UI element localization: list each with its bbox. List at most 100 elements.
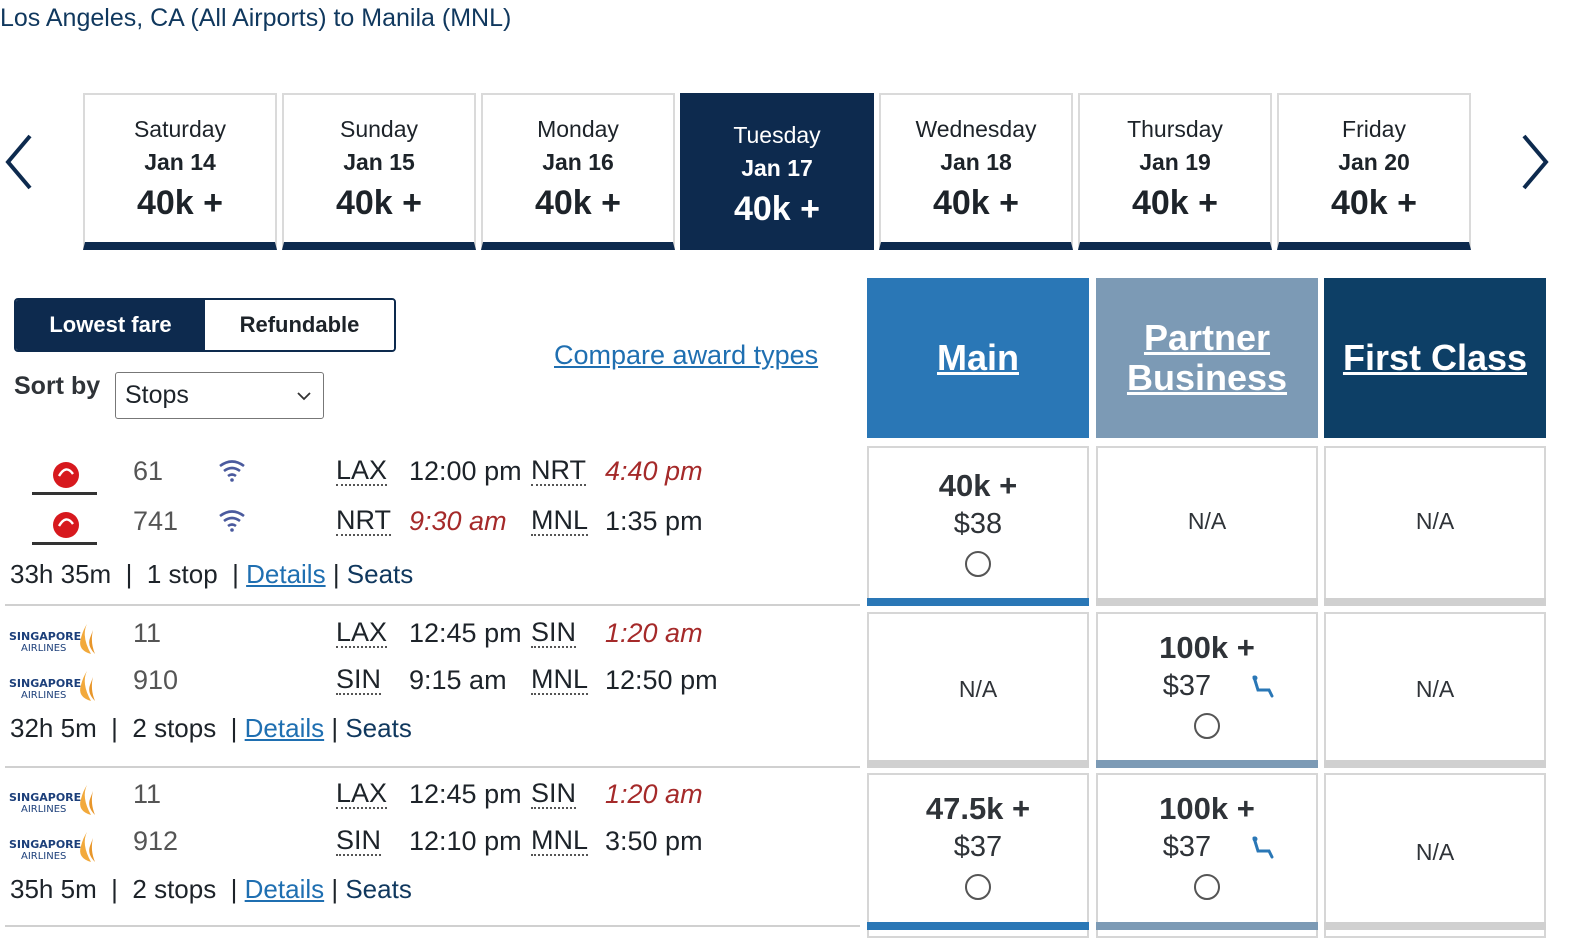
singapore-airlines-logo-icon: SINGAPORE AIRLINES: [9, 785, 95, 815]
departure-airport[interactable]: SIN: [336, 825, 382, 856]
arrival-time: 4:40 pm: [605, 456, 703, 486]
flight-segment: 741 NRT 9:30 am MNL 1:35 pm: [5, 506, 860, 546]
flight-number: 61: [133, 456, 164, 486]
departure-time: 9:15 am: [409, 665, 507, 695]
arrival-airport[interactable]: NRT: [531, 455, 587, 486]
compare-award-types-link[interactable]: Compare award types: [554, 340, 819, 370]
date-tab-date: Jan 18: [940, 149, 1012, 175]
date-tab-jan-14[interactable]: Saturday Jan 14 40k +: [83, 93, 277, 250]
singapore-airlines-logo-icon: SINGAPORE AIRLINES: [9, 832, 95, 862]
date-tab-date: Jan 19: [1139, 149, 1211, 175]
cabin-header-main[interactable]: Main: [867, 278, 1089, 438]
departure-time: 12:45 pm: [409, 618, 522, 648]
row-divider: [5, 925, 860, 927]
arrival-airport[interactable]: MNL: [531, 505, 589, 536]
date-tab-jan-15[interactable]: Sunday Jan 15 40k +: [282, 93, 476, 250]
sort-by-select[interactable]: Stops: [115, 372, 324, 419]
arrival-time: 1:20 am: [605, 779, 703, 809]
lie-flat-seat-icon: [1252, 836, 1274, 859]
fare-tax: $37: [953, 831, 1003, 863]
departure-time: 9:30 am: [409, 506, 507, 536]
details-link[interactable]: Details: [244, 713, 325, 743]
details-link[interactable]: Details: [244, 874, 325, 904]
date-tab-jan-17-selected[interactable]: Tuesday Jan 17 40k +: [680, 93, 874, 250]
svg-text:AIRLINES: AIRLINES: [21, 804, 66, 815]
date-tab-date: Jan 16: [542, 149, 614, 175]
date-tab-price: 40k +: [1330, 184, 1418, 222]
svg-text:SINGAPORE: SINGAPORE: [9, 838, 81, 851]
seats-link[interactable]: Seats: [345, 713, 412, 743]
date-tab-date: Jan 15: [343, 149, 415, 175]
fare-tax-row: $37: [1098, 670, 1316, 703]
sort-by-value: Stops: [125, 381, 189, 409]
fare-cell-bar: [1096, 598, 1318, 606]
fare-miles: 100k +: [1159, 791, 1255, 826]
date-tab-price: 40k +: [136, 184, 224, 222]
date-tab-date: Jan 14: [144, 149, 216, 175]
departure-airport[interactable]: SIN: [336, 664, 382, 695]
fare-radio[interactable]: [1194, 713, 1220, 739]
fare-tax: $37: [1162, 670, 1212, 702]
row-divider: [5, 604, 860, 606]
fare-radio[interactable]: [965, 551, 991, 577]
fare-miles: 100k +: [1159, 630, 1255, 665]
fare-radio[interactable]: [965, 874, 991, 900]
next-week-chevron-right-icon[interactable]: [1514, 130, 1554, 194]
flight-stops: 2 stops: [132, 874, 217, 904]
flight-segment: SINGAPORE AIRLINES 910 SIN 9:15 am MNL 1…: [5, 665, 860, 705]
fare-cell-main[interactable]: 40k + $38: [867, 446, 1089, 606]
departure-time: 12:10 pm: [409, 826, 522, 856]
arrival-airport[interactable]: SIN: [531, 617, 577, 648]
arrival-airport[interactable]: SIN: [531, 778, 577, 809]
seats-link[interactable]: Seats: [345, 874, 412, 904]
fare-cell-partner-business[interactable]: 100k + $37: [1096, 773, 1318, 938]
flight-number: 11: [133, 779, 162, 809]
date-tabs: Saturday Jan 14 40k + Sunday Jan 15 40k …: [83, 93, 1471, 250]
previous-week-chevron-left-icon[interactable]: [0, 130, 40, 194]
fare-radio[interactable]: [1194, 874, 1220, 900]
lowest-fare-option[interactable]: Lowest fare: [16, 300, 205, 350]
svg-text:SINGAPORE: SINGAPORE: [9, 630, 81, 643]
svg-text:AIRLINES: AIRLINES: [21, 690, 66, 701]
date-tab-jan-19[interactable]: Thursday Jan 19 40k +: [1078, 93, 1272, 250]
cabin-header-partner-business[interactable]: Partner Business: [1096, 278, 1318, 438]
arrival-airport[interactable]: MNL: [531, 825, 589, 856]
flight-duration: 33h 35m: [10, 559, 112, 589]
date-tab-jan-16[interactable]: Monday Jan 16 40k +: [481, 93, 675, 250]
arrival-airport[interactable]: MNL: [531, 664, 589, 695]
fare-type-toggle: Lowest fare Refundable: [14, 298, 396, 352]
flight-summary: 32h 5m | 2 stops | Details | Seats: [10, 713, 412, 743]
refundable-option[interactable]: Refundable: [205, 300, 394, 350]
seats-link[interactable]: Seats: [346, 559, 414, 589]
flight-stops: 1 stop: [146, 559, 218, 589]
cabin-header-partner-label: Partner Business: [1126, 317, 1288, 398]
date-tab-day: Friday: [1342, 116, 1406, 142]
date-tab-jan-18[interactable]: Wednesday Jan 18 40k +: [879, 93, 1073, 250]
date-tab-price: 40k +: [335, 184, 423, 222]
fare-cell-bar: [1324, 598, 1546, 606]
singapore-airlines-logo-icon: SINGAPORE AIRLINES: [9, 671, 95, 701]
arrival-time: 1:35 pm: [605, 506, 703, 536]
singapore-airlines-logo-icon: SINGAPORE AIRLINES: [9, 624, 95, 654]
fare-cell-main: N/A: [867, 612, 1089, 768]
departure-airport[interactable]: LAX: [336, 455, 388, 486]
fare-cell-first-class: N/A: [1324, 446, 1546, 606]
date-tab-price: 40k +: [932, 184, 1020, 222]
fare-cell-bar: [867, 922, 1089, 930]
chevron-down-icon: [297, 392, 311, 401]
cabin-header-first-class[interactable]: First Class: [1324, 278, 1546, 438]
departure-airport[interactable]: NRT: [336, 505, 392, 536]
arrival-time: 12:50 pm: [605, 665, 718, 695]
date-tab-day: Tuesday: [733, 122, 821, 148]
flight-summary: 35h 5m | 2 stops | Details | Seats: [10, 874, 412, 904]
fare-cell-partner-business[interactable]: 100k + $37: [1096, 612, 1318, 768]
fare-cell-main[interactable]: 47.5k + $37: [867, 773, 1089, 938]
fare-cell-bar: [1096, 922, 1318, 930]
flight-stops: 2 stops: [132, 713, 217, 743]
date-tab-jan-20[interactable]: Friday Jan 20 40k +: [1277, 93, 1471, 250]
departure-airport[interactable]: LAX: [336, 617, 388, 648]
date-tab-date: Jan 17: [741, 155, 813, 181]
departure-airport[interactable]: LAX: [336, 778, 388, 809]
details-link[interactable]: Details: [246, 559, 326, 589]
svg-text:SINGAPORE: SINGAPORE: [9, 677, 81, 690]
